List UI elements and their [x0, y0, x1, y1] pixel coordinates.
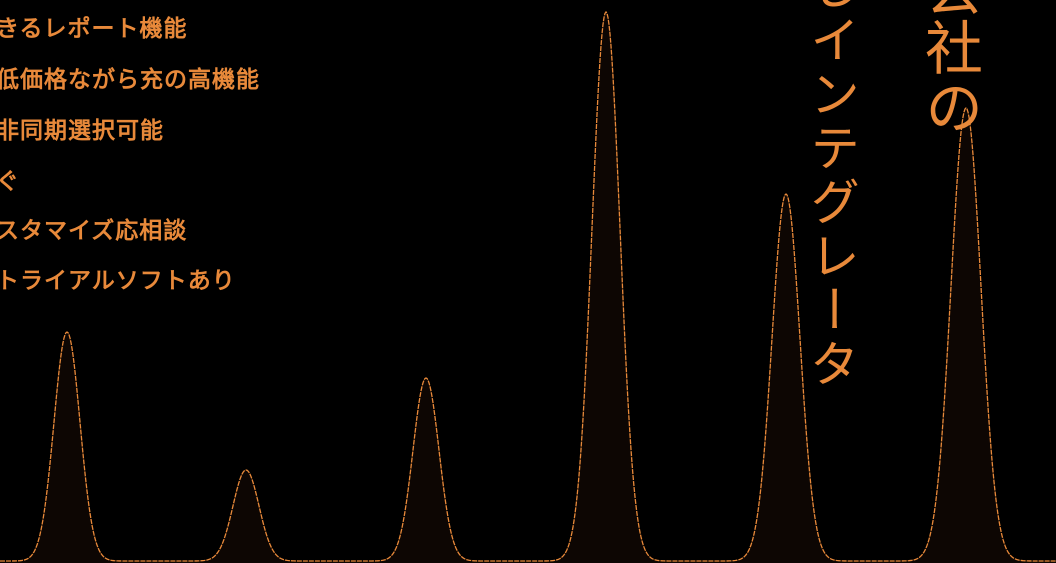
feature-item-async: 非同期選択可能	[0, 117, 164, 144]
vertical-heading-integrator: しインテグレータ	[802, 0, 860, 392]
feature-item-trial: トライアルソフトあり	[0, 267, 236, 294]
vertical-heading-company: 会社の	[915, 0, 983, 138]
wave-line	[0, 10, 1056, 562]
wave-fill	[0, 12, 1056, 563]
feature-item-report: きるレポート機能	[0, 15, 188, 42]
feature-item-price: 低価格ながら充の高機能	[0, 66, 260, 93]
feature-item-customize: スタマイズ応相談	[0, 217, 188, 244]
feature-item-partial: ぐ	[0, 168, 20, 195]
